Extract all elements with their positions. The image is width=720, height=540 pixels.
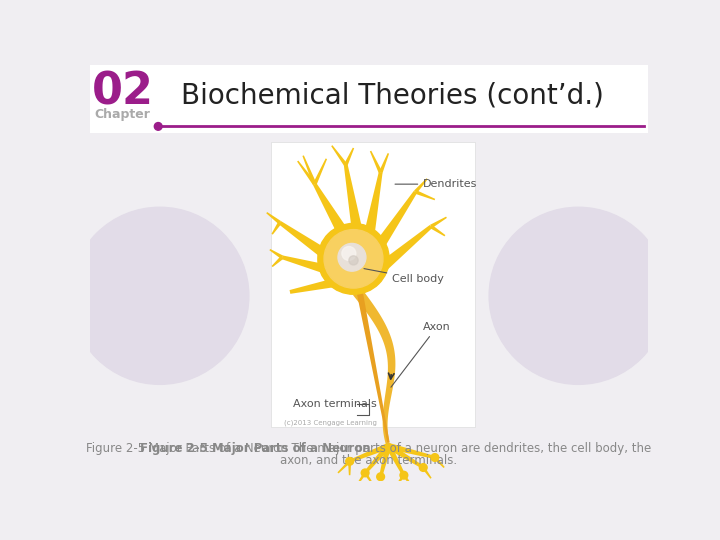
Polygon shape xyxy=(414,178,428,193)
Text: Axon: Axon xyxy=(391,322,451,387)
Text: Figure 2-5 Major Parts of a Neuron The major parts of a neuron are dendrites, th: Figure 2-5 Major Parts of a Neuron The m… xyxy=(86,442,652,455)
Polygon shape xyxy=(386,444,405,476)
Polygon shape xyxy=(331,145,347,166)
Polygon shape xyxy=(344,147,354,166)
Polygon shape xyxy=(348,461,351,475)
Polygon shape xyxy=(379,153,389,173)
Polygon shape xyxy=(370,151,382,173)
Polygon shape xyxy=(349,443,390,463)
Polygon shape xyxy=(422,467,431,479)
Polygon shape xyxy=(338,460,351,474)
Polygon shape xyxy=(430,225,446,237)
Circle shape xyxy=(361,469,369,477)
Polygon shape xyxy=(430,217,447,228)
Circle shape xyxy=(71,207,249,384)
Text: Axon terminals: Axon terminals xyxy=(293,399,377,409)
Text: Dendrites: Dendrites xyxy=(395,179,477,189)
Polygon shape xyxy=(415,190,435,200)
Circle shape xyxy=(419,464,427,471)
Text: Biochemical Theories (cont’d.): Biochemical Theories (cont’d.) xyxy=(181,82,603,110)
Text: (c)2013 Cengage Learning: (c)2013 Cengage Learning xyxy=(284,420,377,426)
Circle shape xyxy=(349,256,358,265)
Polygon shape xyxy=(289,278,339,294)
Circle shape xyxy=(489,207,667,384)
Polygon shape xyxy=(302,156,317,185)
Polygon shape xyxy=(387,443,424,469)
Polygon shape xyxy=(379,445,392,477)
Circle shape xyxy=(346,457,354,465)
Polygon shape xyxy=(282,255,332,275)
Polygon shape xyxy=(313,183,351,240)
Circle shape xyxy=(400,471,408,479)
Circle shape xyxy=(431,454,438,461)
Polygon shape xyxy=(402,474,413,487)
Polygon shape xyxy=(344,165,363,233)
Polygon shape xyxy=(364,444,391,474)
Polygon shape xyxy=(387,443,436,459)
Circle shape xyxy=(342,247,356,260)
Text: Cell body: Cell body xyxy=(364,268,444,284)
Polygon shape xyxy=(374,191,417,250)
FancyBboxPatch shape xyxy=(90,65,648,132)
Text: Chapter: Chapter xyxy=(94,107,150,120)
Polygon shape xyxy=(379,225,432,271)
Polygon shape xyxy=(395,474,405,487)
Polygon shape xyxy=(353,289,395,447)
Circle shape xyxy=(318,224,389,294)
Polygon shape xyxy=(269,249,283,259)
Polygon shape xyxy=(433,456,445,468)
Polygon shape xyxy=(266,212,281,224)
Text: 02: 02 xyxy=(91,70,153,113)
Polygon shape xyxy=(313,158,327,185)
Circle shape xyxy=(154,123,162,130)
Text: Figure 2-5 Major Parts of a Neuron: Figure 2-5 Major Parts of a Neuron xyxy=(140,442,371,455)
Circle shape xyxy=(377,473,384,481)
Text: axon, and the axon terminals.: axon, and the axon terminals. xyxy=(280,454,458,467)
Polygon shape xyxy=(279,221,330,259)
Circle shape xyxy=(324,230,383,288)
FancyBboxPatch shape xyxy=(271,142,475,427)
Polygon shape xyxy=(297,160,316,185)
Polygon shape xyxy=(356,292,390,442)
Polygon shape xyxy=(364,172,382,237)
Polygon shape xyxy=(356,472,366,485)
Polygon shape xyxy=(271,221,282,234)
Polygon shape xyxy=(271,256,284,267)
Polygon shape xyxy=(364,472,374,485)
Circle shape xyxy=(338,244,366,271)
